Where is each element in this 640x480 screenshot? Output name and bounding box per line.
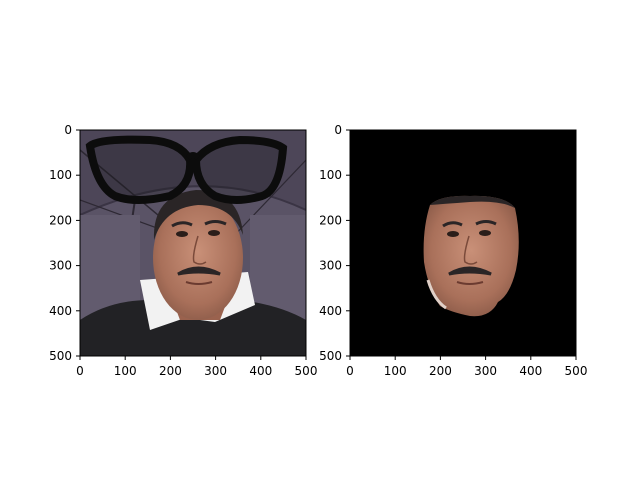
y-tick-label: 200: [49, 213, 72, 227]
y-tick-label: 100: [319, 168, 342, 182]
y-tick-label: 400: [319, 304, 342, 318]
y-tick-label: 400: [49, 304, 72, 318]
right-image: [350, 130, 576, 356]
y-tick-label: 0: [334, 123, 342, 137]
x-tick-label: 200: [429, 364, 452, 378]
left-axis-ticks: 0 100 200 300 400 500 0 100 200 300 400 500: [49, 123, 317, 378]
y-tick-label: 300: [319, 259, 342, 273]
glasses-overlay: [85, 135, 288, 204]
x-tick-label: 100: [114, 364, 137, 378]
x-tick-label: 400: [519, 364, 542, 378]
y-tick-label: 200: [319, 213, 342, 227]
left-axes-frame: [79, 129, 307, 357]
x-tick-label: 400: [249, 364, 272, 378]
y-tick-label: 100: [49, 168, 72, 182]
y-tick-label: 300: [49, 259, 72, 273]
left-image: [80, 130, 306, 356]
x-tick-label: 100: [384, 364, 407, 378]
x-tick-label: 0: [76, 364, 84, 378]
x-tick-label: 500: [295, 364, 318, 378]
y-tick-label: 0: [64, 123, 72, 137]
y-tick-label: 500: [49, 349, 72, 363]
y-tick-label: 500: [319, 349, 342, 363]
x-tick-label: 500: [565, 364, 588, 378]
right-axis-ticks: 0 100 200 300 400 500 0 100 200 300 400 500: [319, 123, 587, 378]
x-tick-label: 200: [159, 364, 182, 378]
x-tick-label: 300: [474, 364, 497, 378]
right-axes-frame: [349, 129, 577, 357]
x-tick-label: 0: [346, 364, 354, 378]
x-tick-label: 300: [204, 364, 227, 378]
